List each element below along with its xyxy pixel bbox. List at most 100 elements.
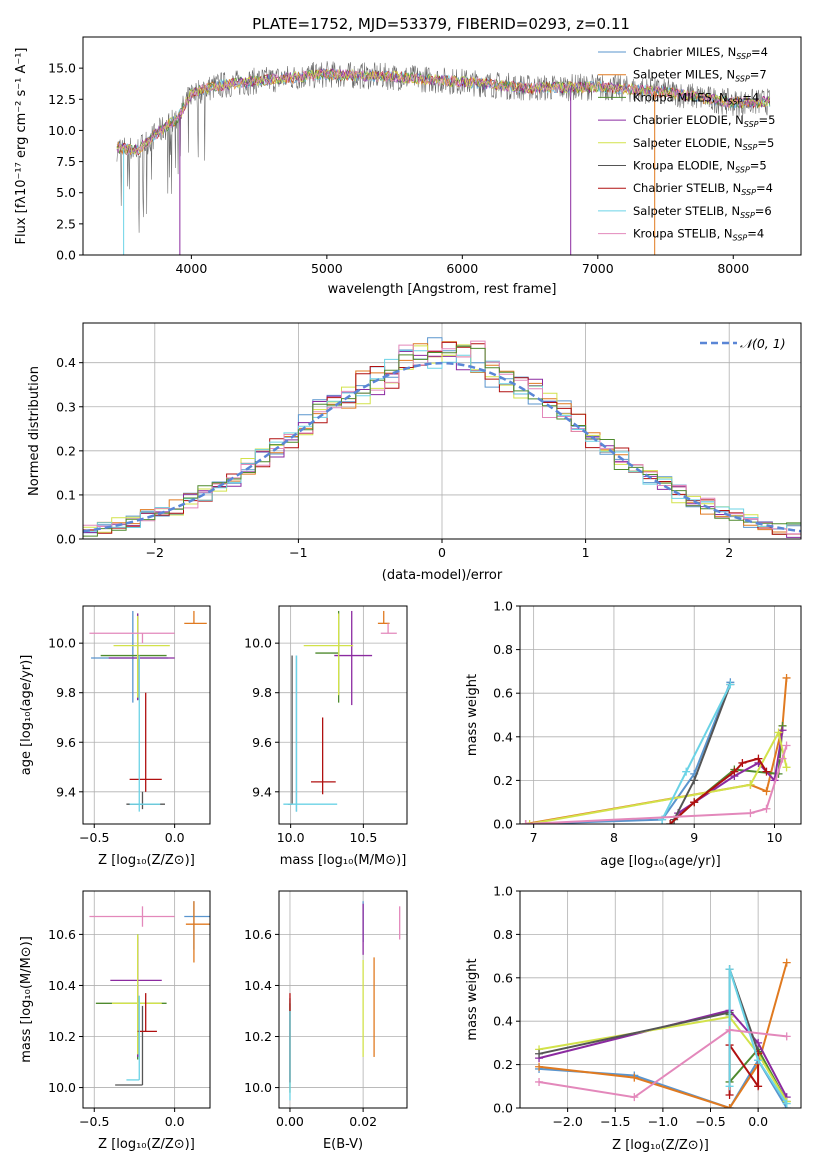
data-marker: [746, 780, 755, 789]
x-axis-label: Z [log₁₀(Z/Z⊙)]: [612, 1138, 709, 1153]
y-tick-label: 0.6: [493, 686, 513, 701]
y-tick-label: 10.6: [244, 927, 272, 942]
y-tick-label: 0.0: [56, 532, 76, 547]
data-marker: [782, 1099, 791, 1108]
y-tick-label: 10.0: [244, 1080, 272, 1095]
x-tick-label: 0.0: [165, 1114, 185, 1129]
data-marker: [778, 726, 787, 735]
y-tick-label: 0.4: [493, 1014, 513, 1029]
y-tick-label: 9.8: [252, 685, 272, 700]
series-line: [538, 1028, 787, 1099]
y-tick-label: 10.0: [48, 1080, 76, 1095]
x-tick-label: −0.5: [79, 1114, 109, 1129]
data-marker: [535, 1062, 544, 1071]
data-marker: [782, 673, 791, 682]
data-marker: [725, 1104, 734, 1108]
series-line: [525, 681, 732, 824]
y-tick-label: 0.0: [493, 1101, 513, 1116]
data-marker: [738, 758, 747, 767]
figure-title: PLATE=1752, MJD=53379, FIBERID=0293, z=0…: [252, 15, 630, 33]
y-axis-label: mass [log₁₀(M/M⊙)]: [19, 936, 34, 1063]
data-marker: [690, 776, 699, 785]
legend-label: Chabrier STELIB, NSSP=4: [633, 181, 773, 197]
y-tick-label: 7.5: [56, 154, 76, 169]
histogram-step: [83, 340, 801, 535]
gaussian-curve: [83, 361, 801, 533]
age-vs-mass-panel: 10.0 10.5 9.4 9.6 9.8 10.0 mass [log₁₀(M/M⊙)]: [244, 605, 408, 868]
y-tick-label: 10.6: [48, 927, 76, 942]
legend-label: Chabrier MILES, NSSP=4: [633, 45, 768, 61]
data-marker: [782, 763, 791, 772]
data-marker: [746, 809, 755, 818]
mass-weight-vs-age-panel: 7 8 9 10 0.0 0.2 0.4 0.6 0.8 1.0 age [log₁₀(age/yr…: [465, 599, 802, 869]
y-tick-label: 0.4: [493, 729, 513, 744]
x-tick-label: −0.5: [79, 830, 109, 845]
series-line: [529, 729, 788, 824]
mass-weight-vs-metallicity-panel: −2.0 −1.5 −1.0 −0.5 0.0 0.0 0.2 0.4 0.6 0.8 1.0 Z […: [465, 884, 802, 1153]
y-axis-label: Flux [fλ10⁻¹⁷ erg cm⁻² s⁻¹ A⁻¹]: [14, 48, 29, 245]
x-tick-label: 5000: [311, 261, 343, 276]
data-marker: [525, 820, 534, 824]
legend-label: Salpeter ELODIE, NSSP=5: [633, 136, 774, 152]
data-marker: [725, 965, 734, 974]
data-marker: [682, 767, 691, 776]
data-marker: [726, 680, 735, 689]
y-tick-label: 0.8: [493, 642, 513, 657]
data-marker: [754, 1056, 763, 1065]
legend-label: Kroupa ELODIE, NSSP=5: [633, 159, 767, 175]
y-tick-label: 10.2: [48, 1029, 76, 1044]
y-tick-label: 12.5: [48, 92, 76, 107]
x-axis-label: (data-model)/error: [382, 568, 503, 583]
plot-area: [289, 901, 401, 1101]
y-tick-label: 10.0: [48, 123, 76, 138]
age-vs-metallicity-panel: −0.5 0.0 9.4 9.6 9.8 10.0 Z [log₁₀(Z/Z⊙)] age […: [19, 605, 211, 868]
x-tick-label: 10: [767, 830, 783, 845]
data-marker: [521, 820, 530, 824]
legend-label: Salpeter STELIB, NSSP=6: [633, 204, 772, 220]
data-marker: [762, 767, 771, 776]
y-tick-label: 9.4: [56, 784, 76, 799]
plot-area: [83, 337, 801, 538]
y-tick-label: 0.2: [493, 773, 513, 788]
x-tick-label: −2: [146, 545, 164, 560]
residual-histogram-panel: −2 −1 0 1 2 0.0 0.1 0.2 0.3 0.4 (data-model)/error…: [27, 322, 802, 583]
x-tick-label: 0.00: [276, 1114, 304, 1129]
x-axis-label: Z [log₁₀(Z/Z⊙)]: [98, 853, 195, 868]
y-tick-label: 9.8: [56, 685, 76, 700]
x-tick-label: 1: [582, 545, 590, 560]
data-marker: [754, 1082, 763, 1091]
x-tick-label: −1.5: [600, 1114, 630, 1129]
plot-area: [89, 610, 207, 812]
axes-frame: [519, 890, 802, 1109]
y-tick-label: 0.0: [56, 248, 76, 263]
x-tick-label: 0.0: [165, 830, 185, 845]
spectrum-panel: 4000 5000 6000 7000 8000 0.0 2.5 5.0 7.5 10.0 12.5…: [14, 36, 802, 297]
series-line: [538, 962, 788, 1108]
spectrum-line: [116, 67, 771, 156]
data-marker: [725, 1082, 734, 1091]
histogram-step: [83, 345, 801, 537]
data-marker: [535, 1049, 544, 1058]
y-tick-label: 0.2: [493, 1057, 513, 1072]
histogram-step: [83, 350, 801, 532]
y-tick-label: 9.4: [252, 784, 272, 799]
x-axis-label: mass [log₁₀(M/M⊙)]: [280, 853, 407, 868]
y-tick-label: 5.0: [56, 185, 76, 200]
plot-area: [89, 901, 210, 1086]
x-tick-label: 4000: [175, 261, 207, 276]
y-axis-label: age [log₁₀(age/yr)]: [19, 655, 34, 776]
y-tick-label: 0.6: [493, 970, 513, 985]
x-tick-label: 9: [690, 830, 698, 845]
data-marker: [666, 820, 675, 824]
y-tick-label: 9.6: [56, 735, 76, 750]
legend-label: Salpeter MILES, NSSP=7: [633, 68, 767, 84]
axes-frame: [519, 605, 802, 825]
data-marker: [754, 754, 763, 763]
x-axis-label: wavelength [Angstrom, rest frame]: [328, 282, 557, 297]
x-tick-label: 7000: [582, 261, 614, 276]
x-tick-label: −0.5: [695, 1114, 725, 1129]
series-line: [538, 1009, 788, 1098]
data-marker: [730, 767, 739, 776]
data-marker: [778, 754, 787, 763]
